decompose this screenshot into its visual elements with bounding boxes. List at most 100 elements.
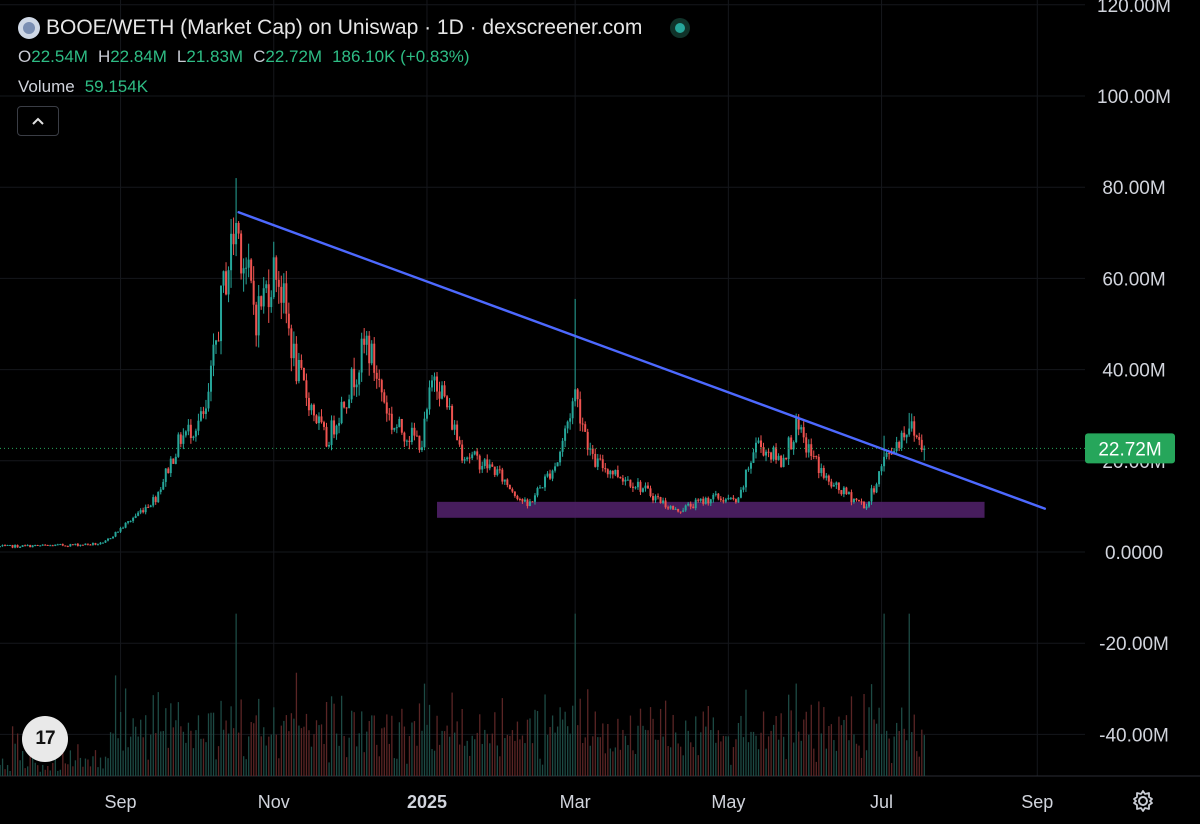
- candle: [817, 453, 820, 479]
- volume-bar: [428, 704, 431, 776]
- candle: [775, 443, 778, 464]
- volume-bar: [57, 770, 59, 776]
- candle-body: [629, 479, 632, 487]
- candle-body: [503, 479, 506, 482]
- candle-body: [749, 462, 752, 469]
- volume-bar: [207, 713, 210, 776]
- candle: [375, 365, 378, 389]
- candle-body: [855, 498, 858, 501]
- volume-bar: [112, 733, 114, 776]
- volume-bar: [250, 721, 252, 776]
- candle-body: [574, 389, 577, 402]
- candle-body: [674, 508, 677, 510]
- volume-bar: [474, 739, 476, 776]
- candle: [49, 544, 52, 547]
- candle-body: [122, 527, 125, 529]
- volume-bar: [275, 734, 277, 776]
- candle-body: [842, 487, 845, 495]
- candle-body: [900, 432, 903, 448]
- candle-body: [24, 545, 27, 547]
- candle: [734, 498, 737, 504]
- candle: [754, 437, 757, 459]
- candle-body: [878, 471, 881, 485]
- candle: [810, 438, 813, 460]
- volume-bar: [853, 734, 855, 776]
- candle-body: [614, 469, 617, 475]
- candle-body: [290, 328, 293, 359]
- candle: [353, 357, 356, 396]
- candle: [89, 544, 92, 546]
- volume-bar: [561, 719, 564, 776]
- candle-body: [418, 435, 421, 451]
- candle: [546, 471, 549, 478]
- volume-bar: [484, 729, 486, 776]
- volume-bar: [737, 722, 740, 776]
- candle: [436, 372, 439, 400]
- candle: [800, 424, 803, 433]
- candle: [189, 419, 192, 444]
- candle-body: [154, 497, 157, 503]
- volume-bar: [378, 756, 380, 776]
- last-price-marker: 22.72M: [0, 433, 1175, 464]
- candle-body: [425, 409, 428, 419]
- candle: [536, 486, 539, 498]
- candle-body: [144, 506, 147, 513]
- candle: [626, 476, 629, 481]
- volume-bar: [313, 734, 315, 776]
- candle-body: [461, 444, 464, 461]
- high-label: H: [97, 47, 111, 66]
- candle: [802, 421, 805, 443]
- volume-bar: [519, 739, 521, 776]
- candle: [905, 434, 908, 444]
- candle-body: [328, 445, 331, 447]
- volume-bar: [210, 712, 212, 776]
- candle-body: [790, 437, 793, 450]
- volume-bar: [906, 740, 908, 776]
- volume-bar: [818, 701, 820, 776]
- volume-bar: [230, 706, 232, 776]
- x-tick-label: Sep: [105, 792, 137, 812]
- candle: [857, 499, 860, 502]
- candle: [596, 453, 599, 471]
- candle: [272, 241, 275, 300]
- candle: [330, 415, 333, 451]
- x-tick-label: Mar: [560, 792, 591, 812]
- volume-bar: [775, 715, 777, 776]
- collapse-legend-button[interactable]: [17, 106, 59, 136]
- candle-body: [51, 545, 54, 547]
- candle-body: [66, 545, 69, 547]
- volume-bar: [687, 730, 689, 776]
- candle-body: [526, 499, 529, 507]
- candle-body: [220, 285, 223, 342]
- volume-bar: [501, 698, 504, 776]
- candle-body: [282, 283, 285, 303]
- candle-body: [275, 257, 278, 280]
- candle-body: [594, 453, 597, 467]
- candle-body: [64, 545, 67, 547]
- volume-bar: [421, 730, 423, 776]
- volume-bar: [14, 743, 16, 776]
- candle-body: [56, 544, 59, 546]
- candle-body: [857, 500, 860, 502]
- candle-body: [488, 464, 491, 469]
- candle: [124, 522, 127, 529]
- tradingview-logo[interactable]: 17: [22, 716, 68, 762]
- candle-body: [81, 544, 84, 546]
- candle-body: [360, 338, 363, 373]
- candle: [684, 504, 687, 512]
- volume-bar: [680, 746, 682, 776]
- candle: [295, 336, 298, 385]
- candle-body: [616, 469, 619, 477]
- candle: [903, 426, 906, 441]
- candle: [792, 440, 795, 455]
- candle-body: [338, 423, 341, 426]
- candle: [66, 545, 69, 548]
- candle: [702, 496, 705, 506]
- candle-body: [742, 487, 745, 490]
- gear-icon[interactable]: [1130, 788, 1156, 814]
- candle: [634, 486, 637, 490]
- candle-body: [511, 489, 514, 492]
- volume-bar: [62, 751, 64, 776]
- candle: [895, 436, 898, 454]
